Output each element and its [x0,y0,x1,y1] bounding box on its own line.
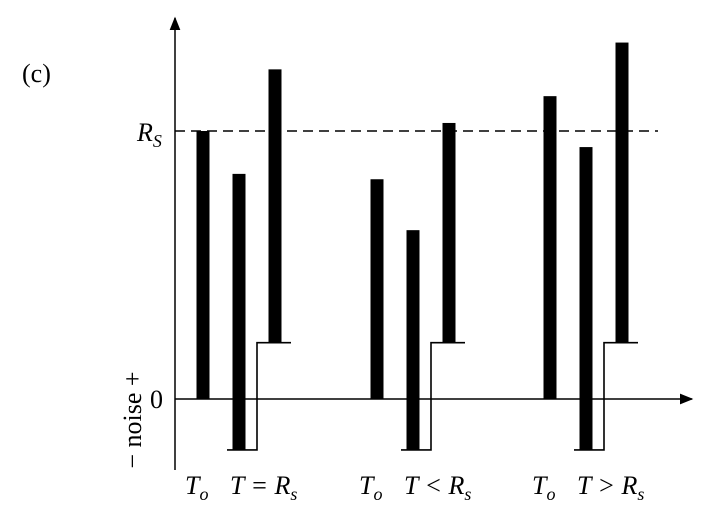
bar-equal-noise-down [232,173,246,450]
noise-step-less [401,341,465,451]
label-condition-less: T < Rs [404,471,471,504]
noise-step-equal [227,341,291,451]
bar-equal-T-o [196,131,210,399]
noise-side-label: − noise + [118,371,147,468]
label-t0-equal: To [185,471,208,504]
bar-less-noise-down [406,230,420,450]
plot-layer: To T = Rs To T < Rs To T > Rs [185,42,644,504]
bar-greater-T-o [543,96,557,399]
noise-step-greater [574,341,638,451]
panel-label: (c) [22,59,51,88]
bar-greater-noise-down [579,147,593,450]
zero-label: 0 [150,385,163,414]
bar-less-T-o [370,179,384,399]
bar-less-noise-up [442,122,456,343]
label-condition-greater: T > Rs [577,471,644,504]
bar-equal-noise-up [268,69,282,343]
group-equal: To T = Rs [185,69,297,504]
group-less: To T < Rs [359,122,471,504]
label-t0-greater: To [532,471,555,504]
group-greater: To T > Rs [532,42,644,504]
label-condition-equal: T = Rs [230,471,297,504]
threshold-label: RS [136,118,162,151]
label-t0-less: To [359,471,382,504]
bar-greater-noise-up [615,42,629,343]
